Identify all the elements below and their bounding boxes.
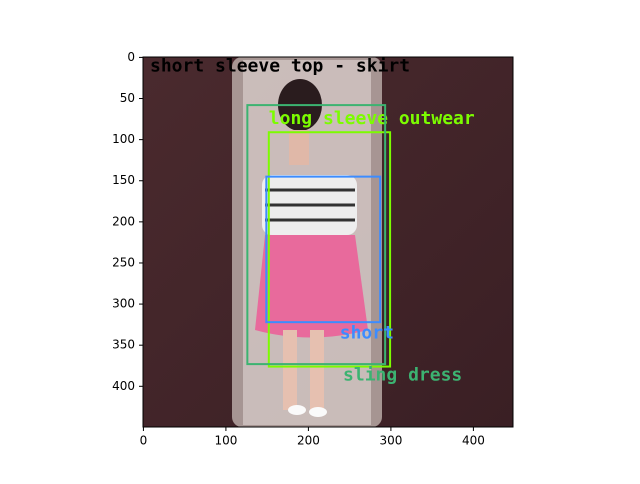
y-tick-label: 150 — [112, 173, 135, 187]
y-tick-label: 50 — [120, 91, 135, 105]
box-label: sling dress — [343, 365, 462, 386]
box-label: short — [340, 323, 394, 344]
y-tick-label: 0 — [127, 50, 135, 64]
x-tick-label: 200 — [297, 434, 320, 448]
box-label: long sleeve outwear — [269, 108, 475, 129]
x-tick-label: 400 — [462, 434, 485, 448]
x-tick-label: 100 — [214, 434, 237, 448]
caption: short sleeve top - skirt — [150, 55, 410, 76]
y-tick-label: 300 — [112, 297, 135, 311]
y-tick-label: 350 — [112, 338, 135, 352]
y-tick-label: 200 — [112, 214, 135, 228]
x-tick-label: 300 — [379, 434, 402, 448]
y-tick-label: 400 — [112, 379, 135, 393]
y-tick-label: 250 — [112, 255, 135, 269]
x-tick-label: 0 — [140, 434, 148, 448]
bounding-box — [265, 175, 382, 324]
y-tick-label: 100 — [112, 132, 135, 146]
axes-frame — [142, 56, 514, 428]
bounding-box — [267, 131, 392, 368]
bounding-box — [246, 104, 387, 366]
